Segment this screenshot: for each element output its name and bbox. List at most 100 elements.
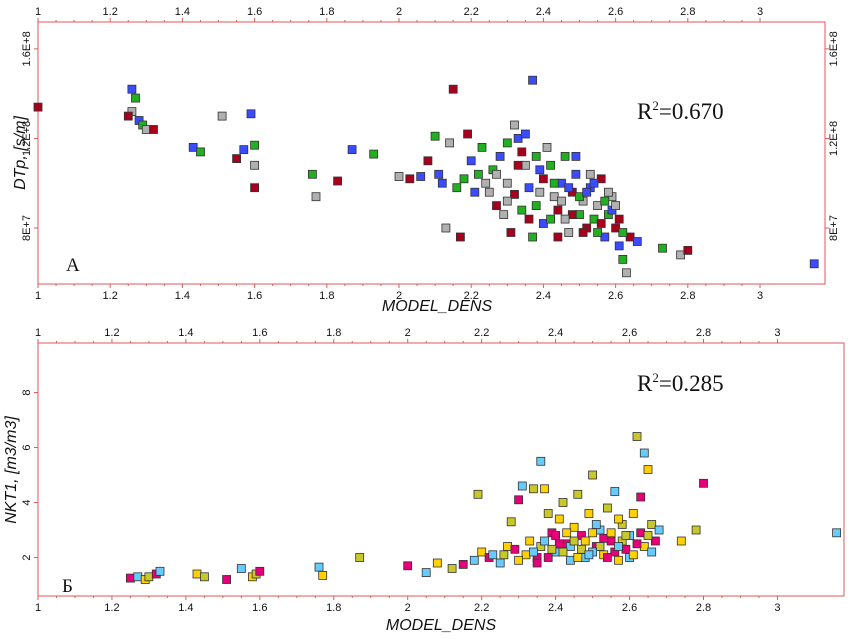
- y-tick-label-right: 1.2E+8: [828, 121, 840, 156]
- scatter-point: [588, 528, 597, 538]
- scatter-point: [611, 201, 620, 211]
- scatter-point: [529, 484, 538, 494]
- y-axis-label-a: DTp, [s/m]: [12, 116, 29, 190]
- scatter-point: [651, 536, 660, 546]
- scatter-point: [463, 129, 473, 139]
- scatter-point: [554, 514, 564, 524]
- scatter-point: [246, 109, 256, 119]
- x-tick-label-bottom: 2.4: [548, 602, 563, 614]
- scatter-point: [469, 555, 479, 565]
- scatter-point: [199, 572, 209, 582]
- scatter-point: [691, 525, 701, 535]
- scatter-point: [531, 201, 541, 211]
- scatter-point: [593, 228, 602, 237]
- scatter-point: [610, 487, 620, 496]
- scatter-point: [492, 201, 501, 211]
- x-tick-label-top: 1.6: [247, 6, 262, 18]
- y-tick-label-left: 8E+7: [21, 215, 33, 241]
- scatter-point: [604, 187, 613, 197]
- scatter-point: [625, 232, 635, 242]
- scatter-point: [421, 568, 431, 577]
- scatter-point: [133, 572, 143, 582]
- scatter-point: [589, 214, 599, 224]
- scatter-point: [647, 547, 657, 557]
- scatter-point: [540, 536, 549, 546]
- scatter-point: [513, 160, 523, 170]
- scatter-point: [502, 196, 512, 206]
- scatter-point: [595, 542, 605, 551]
- y-tick-label-left: 1.6E+8: [21, 31, 33, 66]
- scatter-point: [423, 156, 433, 166]
- scatter-point: [557, 178, 566, 188]
- x-tick-label-top: 2.4: [548, 327, 563, 339]
- scatter-point: [532, 558, 542, 568]
- scatter-point: [459, 174, 469, 184]
- scatter-point: [676, 536, 686, 546]
- scatter-point: [499, 210, 509, 220]
- scatter-point: [127, 84, 137, 94]
- scatter-point: [603, 503, 612, 513]
- scatter-point: [614, 514, 623, 524]
- scatter-point: [571, 169, 581, 179]
- scatter-point: [250, 183, 260, 193]
- scatter-point: [514, 555, 523, 565]
- scatter-point: [558, 547, 568, 557]
- scatter-point: [553, 232, 563, 242]
- scatter-point: [549, 178, 559, 188]
- scatter-point: [473, 489, 483, 499]
- scatter-point: [614, 555, 623, 565]
- scatter-point: [540, 484, 549, 494]
- scatter-point: [584, 550, 594, 560]
- r-squared-sup-a: 2: [652, 98, 659, 113]
- scatter-point: [654, 525, 664, 535]
- scatter-point: [477, 547, 487, 557]
- y-tick-label-left: 8: [21, 389, 33, 395]
- x-tick-label-top: 2.4: [536, 6, 551, 18]
- scatter-point: [575, 192, 584, 202]
- scatter-point: [647, 520, 657, 529]
- scatter-point: [333, 176, 343, 186]
- scatter-point: [495, 558, 505, 568]
- scatter-point: [517, 147, 527, 157]
- scatter-point: [149, 125, 158, 134]
- scatter-point: [611, 223, 620, 233]
- scatter-point: [510, 189, 519, 199]
- scatter-point: [546, 214, 555, 224]
- scatter-point: [144, 572, 154, 582]
- scatter-point: [502, 178, 512, 188]
- scatter-point: [575, 210, 584, 220]
- scatter-point: [502, 138, 512, 148]
- scatter-point: [618, 228, 628, 237]
- scatter-point: [699, 478, 708, 488]
- scatter-point: [513, 133, 523, 143]
- scatter-point: [539, 174, 548, 184]
- scatter-point: [567, 210, 577, 220]
- y-tick-label-left: 1.2E+8: [21, 121, 33, 156]
- scatter-point: [596, 219, 606, 228]
- scatter-point: [318, 571, 328, 580]
- scatter-point: [434, 169, 444, 179]
- scatter-point: [632, 539, 642, 549]
- scatter-point: [448, 84, 458, 94]
- scatter-point: [452, 183, 462, 193]
- x-tick-label-top: 2.8: [696, 327, 711, 339]
- x-tick-label-top: 1: [35, 6, 41, 18]
- scatter-point: [535, 165, 545, 175]
- panel-label-b: Б: [62, 576, 73, 597]
- scatter-point: [430, 131, 440, 141]
- scatter-point: [551, 531, 560, 540]
- x-ticks-top-b: 1 1.2 1.4 1.6 1.8 2 2.2 2.4 2.6 2.8 3: [35, 327, 781, 343]
- scatter-point: [632, 432, 642, 441]
- scatter-point: [558, 498, 568, 507]
- r-squared-sup-b: 2: [652, 370, 659, 385]
- scatter-point: [584, 509, 594, 518]
- scatter-point: [510, 120, 519, 130]
- x-ticks-bottom-b: 1 1.2 1.4 1.6 1.8 2 2.2 2.4 2.6 2.8 3: [35, 596, 781, 614]
- scatter-point: [495, 151, 505, 161]
- x-tick-label-top: 1.4: [175, 6, 190, 18]
- scatter-point: [676, 250, 685, 260]
- scatter-point: [466, 156, 476, 166]
- x-tick-label-top: 1.8: [326, 327, 341, 339]
- x-tick-label-top: 1.8: [319, 6, 334, 18]
- x-tick-label-bottom: 2: [405, 602, 411, 614]
